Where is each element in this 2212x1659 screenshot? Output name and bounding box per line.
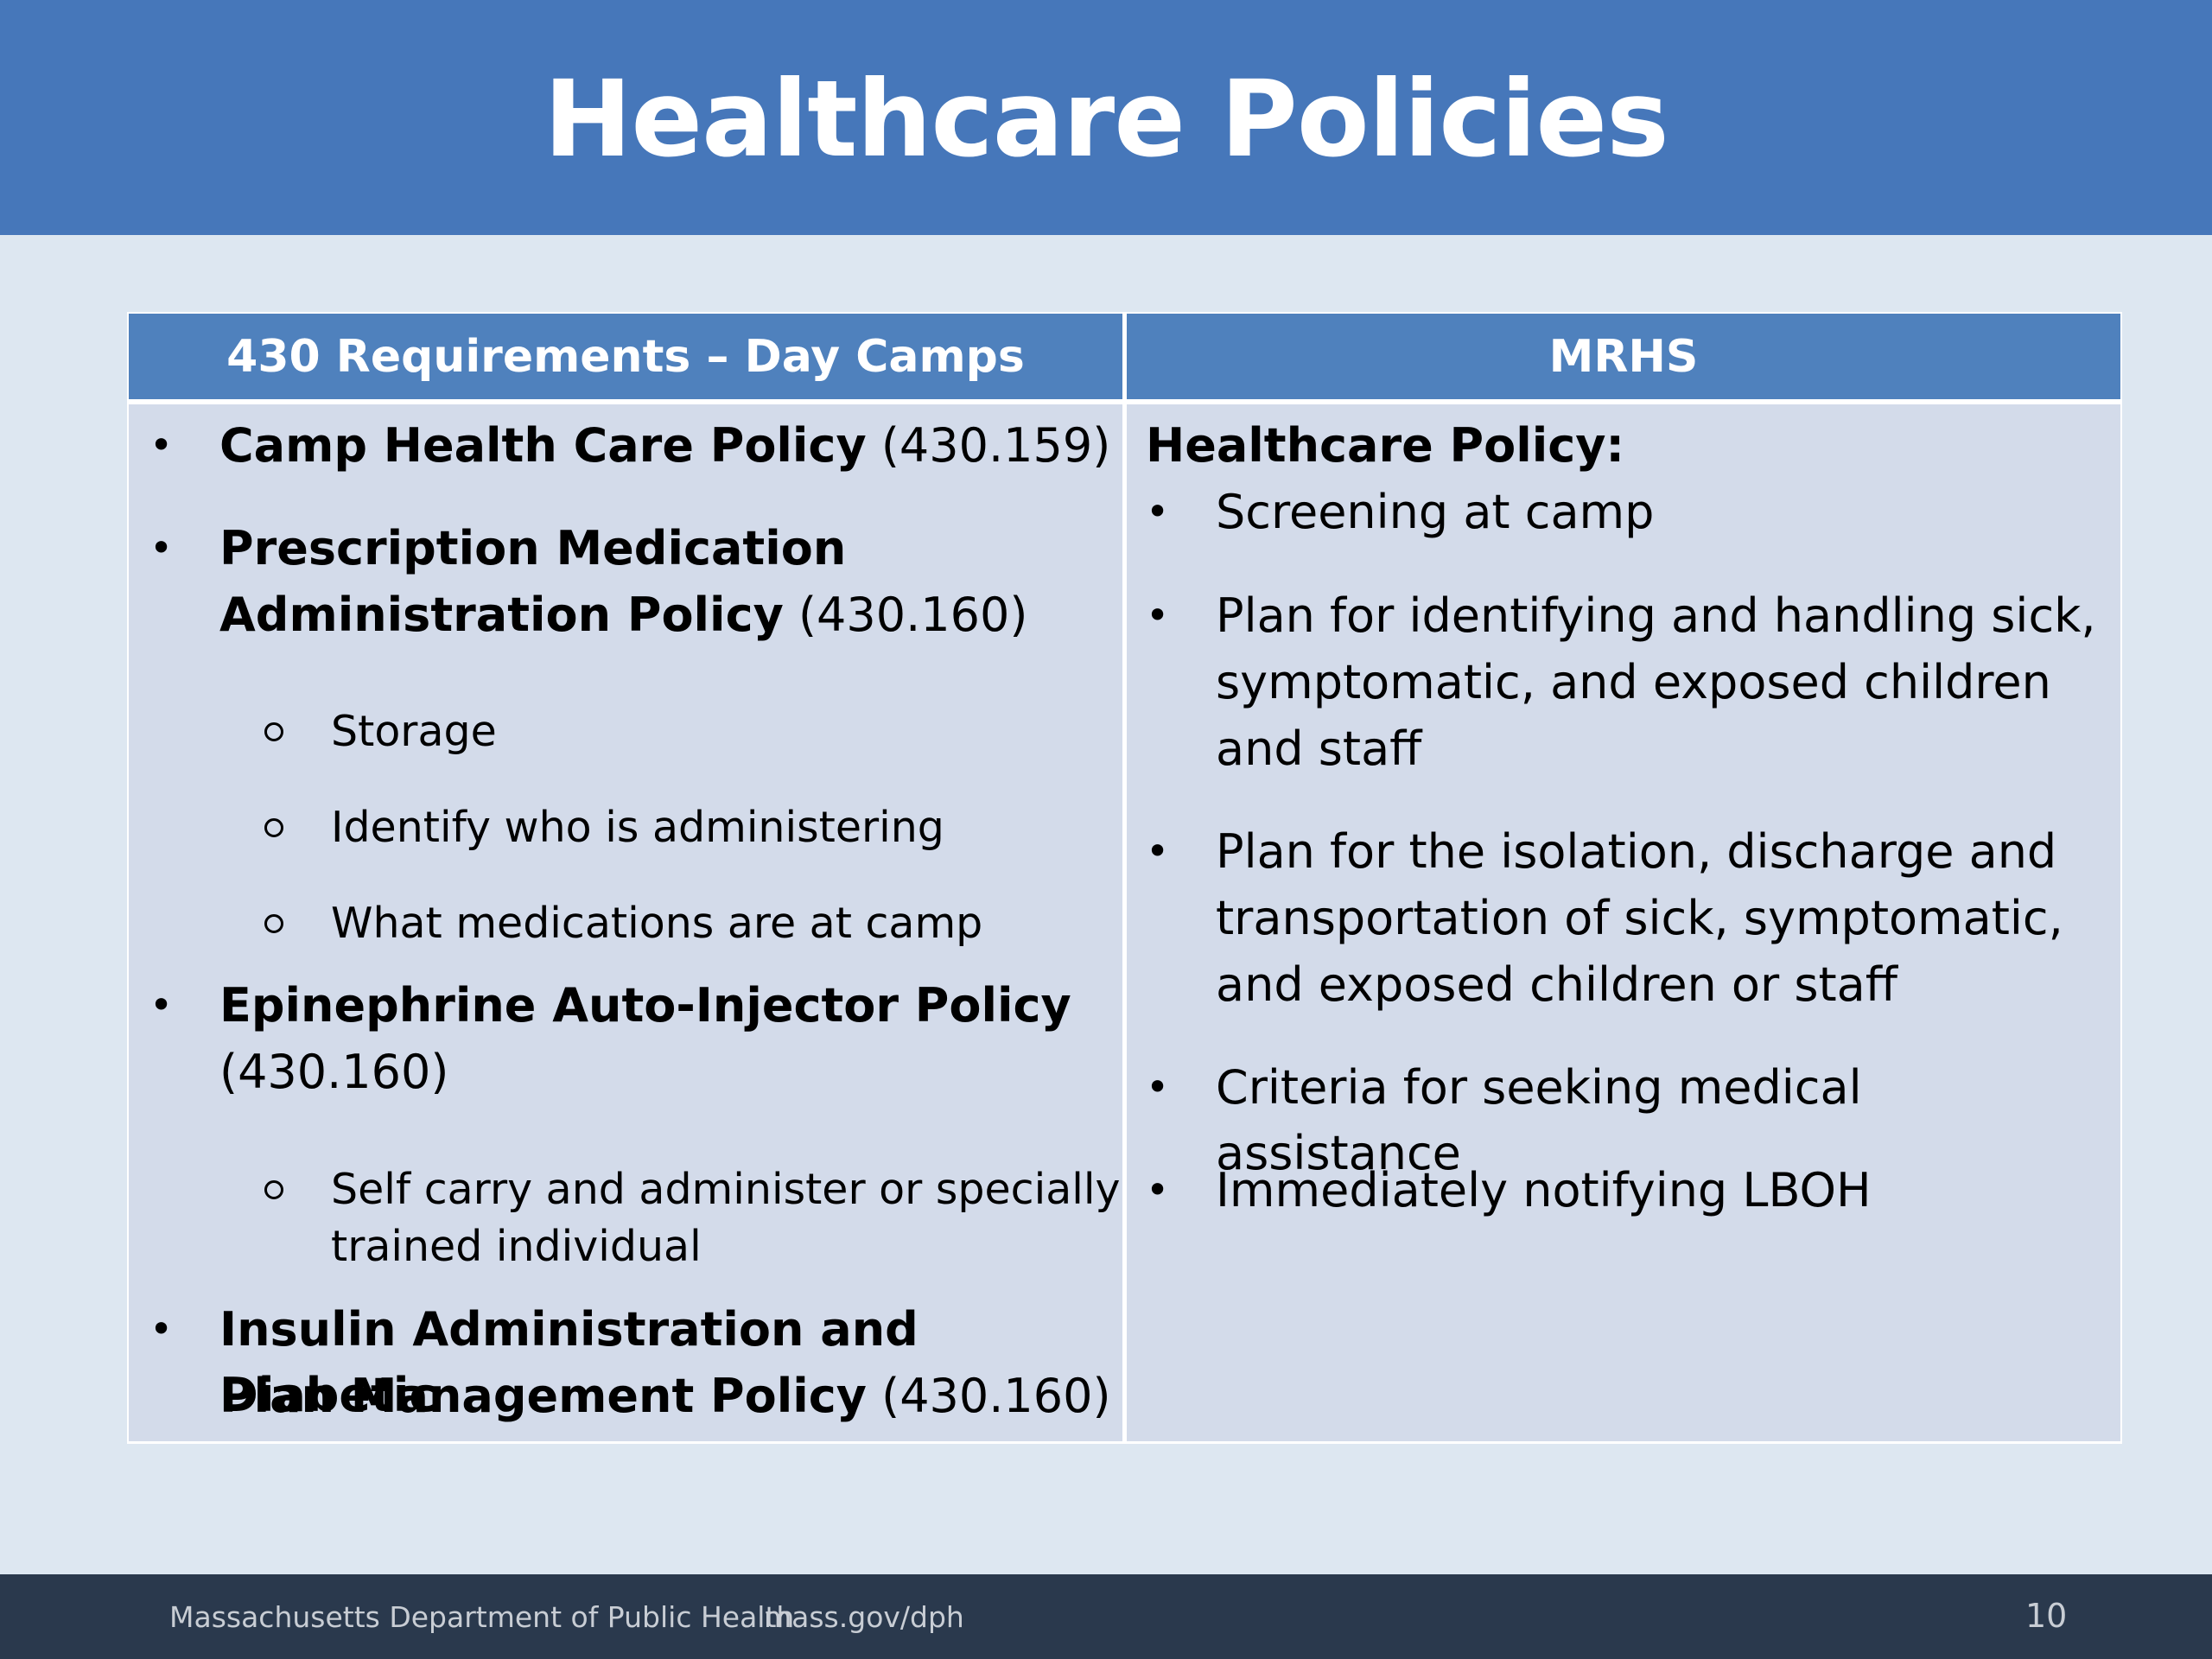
list-item: Insulin Administration and Diabetic xyxy=(219,1302,918,1422)
list-item: (430.160) xyxy=(219,1045,449,1099)
circle-bullet-icon xyxy=(264,818,283,837)
page-number: 10 xyxy=(2025,1597,2068,1635)
list-item: Criteria for seeking medical assistance xyxy=(1216,1060,1862,1180)
list-item: Epinephrine Auto-Injector Policy xyxy=(219,978,1071,1033)
right-heading: Healthcare Policy: xyxy=(1146,418,1625,473)
bullet-icon: • xyxy=(149,524,174,571)
bullet-icon: • xyxy=(1146,488,1170,535)
list-item: Plan for the isolation, discharge and xyxy=(1216,824,2057,879)
sub-item: Identify who is administering xyxy=(331,803,944,852)
bullet-icon: • xyxy=(1146,1166,1170,1213)
policy-table: 430 Requirements – Day Camps MRHS • Camp… xyxy=(127,312,2122,1444)
bullet-icon: • xyxy=(149,1306,174,1352)
bullet-icon: • xyxy=(149,422,174,468)
circle-bullet-icon xyxy=(264,1180,283,1199)
list-item: Prescription Medication xyxy=(219,521,847,575)
list-item: and staff xyxy=(1216,721,1422,776)
left-cell: • Camp Health Care Policy (430.159) • Pr… xyxy=(129,404,1122,1441)
footer-org: Massachusetts Department of Public Healt… xyxy=(169,1600,795,1634)
bullet-icon: • xyxy=(1146,828,1170,874)
right-cell: Healthcare Policy: • Screening at camp •… xyxy=(1127,404,2120,1441)
list-item: Administration Policy (430.160) xyxy=(219,588,1028,642)
list-item: and exposed children or staff xyxy=(1216,957,1897,1012)
footer-bar: Massachusetts Department of Public Healt… xyxy=(0,1574,2212,1659)
title-bar: Healthcare Policies xyxy=(0,0,2212,235)
list-item: symptomatic, and exposed children xyxy=(1216,655,2051,709)
list-item: Camp Health Care Policy (430.159) xyxy=(219,418,1111,473)
bullet-icon: • xyxy=(1146,592,1170,639)
sub-item: Self carry and administer or specially xyxy=(331,1165,1121,1214)
bullet-icon: • xyxy=(149,982,174,1028)
bullet-icon: • xyxy=(1146,1064,1170,1110)
header-430-requirements: 430 Requirements – Day Camps xyxy=(129,314,1122,399)
sub-item: trained individual xyxy=(331,1222,702,1271)
sub-item: What medications are at camp xyxy=(331,899,983,948)
list-item: Plan Management Policy (430.160) xyxy=(219,1369,1111,1423)
list-item: Immediately notifying LBOH xyxy=(1216,1163,1872,1217)
header-mrhs: MRHS xyxy=(1127,314,2120,399)
circle-bullet-icon xyxy=(264,914,283,933)
sub-item: Storage xyxy=(331,707,497,756)
list-item: Screening at camp xyxy=(1216,485,1655,539)
slide-title: Healthcare Policies xyxy=(543,58,1669,181)
circle-bullet-icon xyxy=(264,722,283,741)
list-item: transportation of sick, symptomatic, xyxy=(1216,891,2063,945)
list-item: Plan for identifying and handling sick, xyxy=(1216,588,2096,643)
footer-url: mass.gov/dph xyxy=(764,1600,964,1634)
